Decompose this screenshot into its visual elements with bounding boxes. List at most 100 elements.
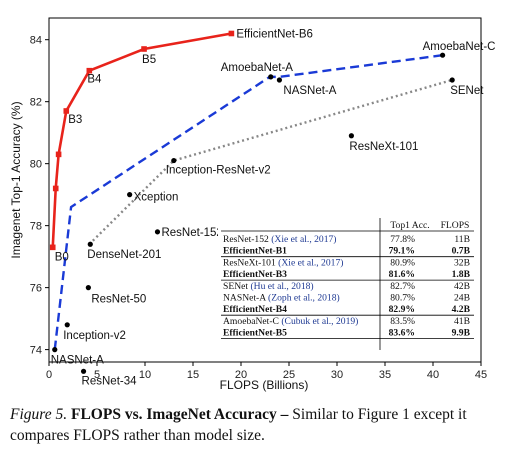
baseline-label: ResNet-50 [91, 294, 146, 306]
table-background [218, 218, 480, 352]
efficientnet-marker [52, 185, 59, 192]
x-tick-label: 5 [94, 369, 100, 381]
table-cell-acc: 77.8% [390, 234, 415, 245]
baseline-label: ResNet-152 [161, 227, 222, 239]
baseline-label: AmoebaNet-C [423, 41, 496, 53]
x-tick-label: 25 [283, 369, 295, 381]
x-tick-label: 20 [235, 369, 247, 381]
y-tick-label: 84 [30, 35, 42, 47]
baseline-point [154, 229, 161, 235]
table-cell-model: ResNeXt-101 (Xie et al., 2017) [223, 257, 343, 268]
table-cell-acc: 82.7% [390, 281, 415, 292]
baseline-label: ResNet-34 [82, 375, 138, 387]
table-cell-acc: 80.9% [390, 257, 415, 268]
baseline-point [127, 192, 133, 198]
table-cell-flops: 41B [454, 316, 470, 327]
table-cell-acc: 80.7% [390, 293, 415, 304]
table-cell-model: ResNet-152 (Xie et al., 2017) [223, 234, 337, 245]
flops-accuracy-chart: 0 5 10 15 20 25 30 35 40 45 74 76 78 80 82 84 B0 B3 B4 B5 E… [9, 17, 496, 392]
table-header-acc: Top1 Acc. [390, 220, 429, 231]
y-tick-label: 80 [30, 159, 42, 171]
baseline-label: SENet [450, 85, 484, 97]
table-cell-flops: 32B [454, 257, 470, 268]
baseline-label: DenseNet-201 [87, 249, 161, 261]
table-cell-model: EfficientNet-B5 [223, 328, 287, 339]
plot-frame [48, 17, 482, 363]
table-cell-citation: (Xie et al., 2017) [269, 234, 337, 245]
x-tick-label: 35 [379, 369, 391, 381]
baseline-point [171, 157, 177, 164]
table-cell-flops: 1.8B [452, 269, 471, 280]
table-cell-citation: (Cubuk et al., 2019) [279, 316, 358, 327]
efficientnet-marker [63, 108, 70, 114]
efficientnet-marker [49, 244, 56, 251]
table-cell-flops: 4.2B [452, 304, 471, 315]
baseline-label: Xception [134, 192, 179, 204]
baseline-label: AmoebaNet-A [221, 62, 294, 74]
comparison-table: Top1 Acc. FLOPS ResNet-152 (Xie et al., 20… [218, 218, 480, 352]
points-layer: AmoebaNet-C AmoebaNet-A NASNet-A SENet ResNe… [51, 41, 496, 387]
y-tick-label: 76 [30, 283, 42, 295]
table-cell-model: SENet (Hu et al., 2018) [223, 281, 314, 292]
baseline-point [440, 52, 446, 58]
x-axis-title: FLOPS (Billions) [220, 378, 309, 392]
y-tick-label: 82 [30, 97, 42, 109]
baseline-point [87, 241, 93, 247]
efficientnet-marker [141, 46, 147, 52]
baseline-label: Inception-ResNet-v2 [166, 165, 271, 177]
y-axis-title: Imagenet Top-1 Accuracy (%) [9, 101, 23, 258]
baseline-label: Inception-v2 [63, 330, 126, 342]
table-cell-acc: 81.6% [389, 269, 415, 280]
baseline-point [268, 74, 274, 80]
baseline-label: ResNeXt-101 [349, 141, 418, 153]
efficientnet-marker [228, 30, 235, 37]
efficientnet-label: B5 [142, 54, 156, 66]
y-tick-label: 78 [30, 221, 42, 233]
efficientnet-label: B0 [55, 251, 69, 263]
table-cell-model: NASNet-A (Zoph et al., 2018) [223, 293, 340, 304]
efficientnet-label: B3 [68, 114, 82, 126]
x-tick-label: 10 [139, 369, 151, 381]
efficientnet-marker [55, 151, 62, 158]
x-tick-label: 40 [427, 369, 439, 381]
table-cell-model: EfficientNet-B3 [223, 269, 287, 280]
caption-figure-label: Figure 5. [10, 406, 68, 423]
table-cell-model: AmoebaNet-C (Cubuk et al., 2019) [223, 316, 358, 327]
table-cell-model: EfficientNet-B4 [223, 304, 287, 315]
table-header-flops: FLOPS [441, 220, 470, 231]
baseline-point [80, 368, 87, 374]
x-tick-label: 0 [46, 369, 52, 381]
x-tick-label: 15 [187, 369, 199, 381]
table-cell-flops: 42B [454, 281, 470, 292]
table-cell-acc: 83.5% [390, 316, 415, 327]
caption-title: FLOPS vs. ImageNet Accuracy – [71, 406, 289, 423]
efficientnet-label: EfficientNet-B6 [236, 28, 313, 40]
table-cell-acc: 83.6% [389, 328, 415, 339]
table-cell-model: EfficientNet-B1 [223, 246, 287, 257]
table-cell-flops: 24B [454, 293, 470, 304]
figure-caption: Figure 5. FLOPS vs. ImageNet Accuracy – … [10, 404, 506, 446]
table-cell-citation: (Zoph et al., 2018) [266, 293, 340, 304]
y-tick-label: 74 [30, 345, 42, 357]
baseline-label: NASNet-A [283, 85, 336, 97]
x-tick-label: 30 [331, 369, 343, 381]
baseline-point [52, 347, 58, 353]
table-cell-flops: 11B [454, 234, 470, 245]
table-cell-flops: 0.7B [452, 246, 471, 257]
x-tick-label: 45 [475, 369, 487, 381]
baseline-point [276, 77, 282, 83]
baseline-label: NASNet-A [51, 355, 104, 367]
axes: 0 5 10 15 20 25 30 35 40 45 74 76 78 80 82 84 [30, 17, 487, 381]
baseline-point [449, 77, 455, 83]
baseline-point [348, 133, 354, 139]
table-cell-citation: (Xie et al., 2017) [276, 257, 344, 268]
table-cell-flops: 9.9B [452, 328, 471, 339]
baseline-point [64, 322, 70, 328]
baseline-point [85, 285, 91, 291]
table-cell-acc: 79.1% [389, 246, 415, 257]
efficientnet-label: B4 [87, 74, 102, 86]
table-cell-acc: 82.9% [389, 304, 415, 315]
efficientnet-marker [86, 67, 93, 74]
table-cell-citation: (Hu et al., 2018) [248, 281, 314, 292]
caption-text: Similar to Figure 1 except it compares F… [10, 406, 467, 444]
